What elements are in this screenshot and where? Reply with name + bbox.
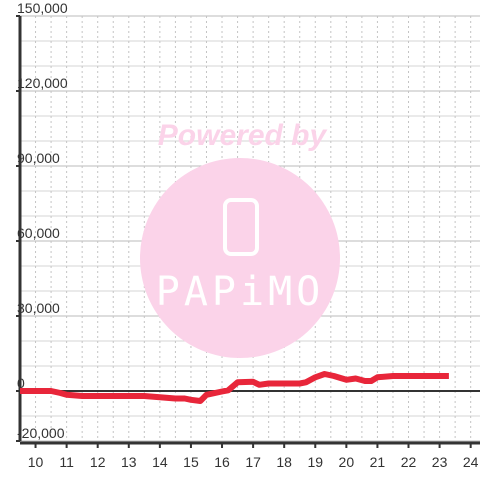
x-tick-label: 10 xyxy=(28,454,44,470)
x-tick-label: 16 xyxy=(214,454,230,470)
watermark-phone-icon xyxy=(223,198,259,256)
x-tick-label: 18 xyxy=(276,454,292,470)
x-tick-label: 19 xyxy=(307,454,323,470)
x-tick-label: 12 xyxy=(90,454,106,470)
x-tick-label: 20 xyxy=(339,454,355,470)
x-tick-label: 23 xyxy=(432,454,448,470)
watermark-text: Powered by xyxy=(158,119,328,152)
x-tick-label: 13 xyxy=(121,454,137,470)
series-line xyxy=(20,371,449,404)
x-tick-label: 21 xyxy=(370,454,386,470)
y-tick-label: 150,000 xyxy=(17,0,68,16)
watermark-logo: PAPiMO xyxy=(156,269,325,315)
grid xyxy=(20,15,480,442)
y-tick-label: 90,000 xyxy=(17,150,60,166)
watermark: Powered by PAPiMO xyxy=(140,119,340,358)
y-tick-label: 120,000 xyxy=(17,75,68,91)
tick-labels: -20,000 0 30,000 60,000 90,000 120,000 150,000… xyxy=(17,0,479,470)
x-tick-label: 11 xyxy=(59,454,74,470)
y-tick-label: -20,000 xyxy=(17,425,65,441)
y-tick-label: 60,000 xyxy=(17,225,60,241)
series-layer xyxy=(20,371,449,404)
x-tick-label: 24 xyxy=(463,454,479,470)
x-tick-label: 14 xyxy=(152,454,168,470)
x-tick-label: 17 xyxy=(245,454,261,470)
x-tick-label: 22 xyxy=(401,454,417,470)
watermark-circle xyxy=(140,158,340,358)
axes xyxy=(16,15,480,448)
x-tick-label: 15 xyxy=(183,454,199,470)
y-tick-label: 30,000 xyxy=(17,300,60,316)
y-tick-label: 0 xyxy=(17,375,25,391)
